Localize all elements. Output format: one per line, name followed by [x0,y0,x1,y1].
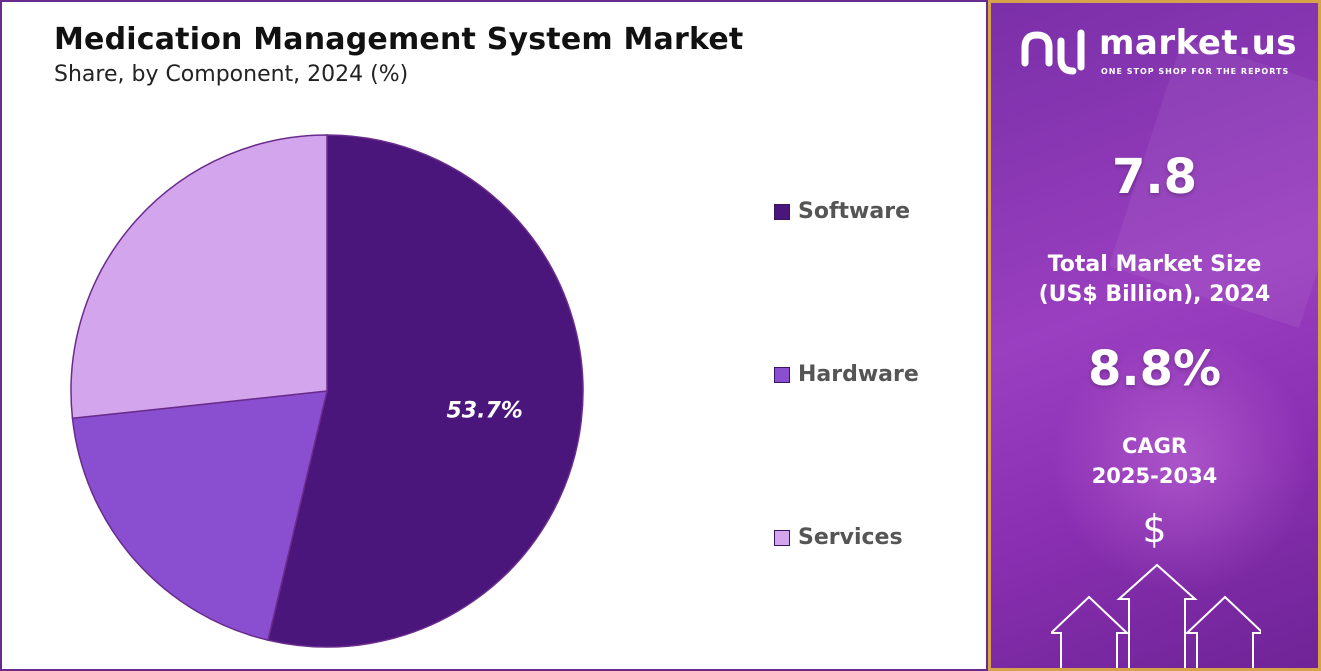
brand-tagline: ONE STOP SHOP FOR THE REPORTS [1101,67,1290,76]
market-size-label-line1: Total Market Size [1047,252,1262,277]
cagr-label: CAGR [1121,434,1188,458]
legend-swatch-services [774,529,790,546]
growth-arrows-icon [1051,563,1261,668]
legend-label-software: Software [798,199,910,224]
dollar-icon: $ [1142,507,1167,551]
cagr-value: 8.8% [1087,341,1222,397]
legend-swatch-software [774,203,790,220]
legend-item-services: Services [774,525,903,550]
pie-chart: 53.7% [70,134,584,648]
market-us-logo-icon [1021,29,1085,75]
legend-swatch-hardware [774,366,790,383]
market-size-label-line2: (US$ Billion), 2024 [1038,282,1271,307]
cagr-period: 2025-2034 [1091,464,1218,488]
chart-title: Medication Management System Market [54,22,744,57]
legend-item-software: Software [774,199,910,224]
market-size-value: 7.8 [1111,149,1198,205]
panel-background-glow [1051,333,1311,593]
legend-label-hardware: Hardware [798,362,919,387]
legend-label-services: Services [798,525,903,550]
pie-slice-software [267,134,584,648]
pie-data-label-software: 53.7% [446,398,522,423]
pie-slice-services [70,134,328,420]
brand-name: market.us [1099,23,1298,63]
market-us-logo: market.us ONE STOP SHOP FOR THE REPORTS [1021,23,1301,83]
chart-area: Medication Management System Market Shar… [0,0,988,671]
chart-subtitle: Share, by Component, 2024 (%) [54,62,409,87]
market-summary-panel: market.us ONE STOP SHOP FOR THE REPORTS … [988,0,1321,671]
legend-item-hardware: Hardware [774,362,919,387]
pie-slice-hardware [71,390,328,642]
